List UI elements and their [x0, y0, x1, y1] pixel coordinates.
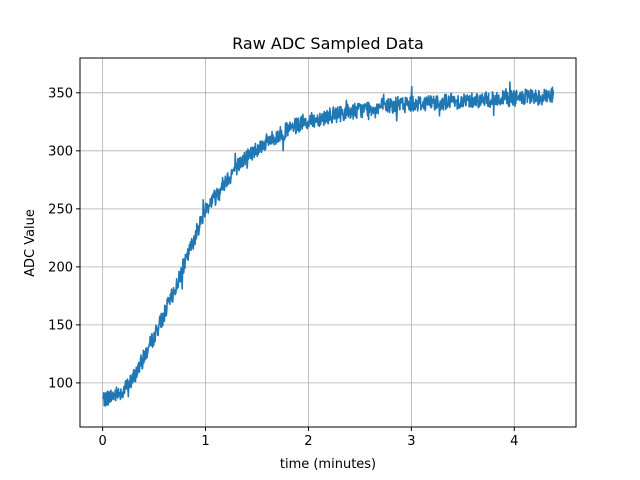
- x-tick-label: 0: [98, 434, 106, 449]
- chart-title: Raw ADC Sampled Data: [232, 34, 424, 53]
- x-tick-label: 4: [510, 434, 518, 449]
- y-tick-label: 100: [48, 376, 73, 391]
- adc-data-line: [101, 81, 555, 407]
- y-tick-label: 150: [48, 318, 73, 333]
- y-axis-ticks: 100 150 200 250 300 350: [48, 86, 80, 391]
- x-tick-label: 2: [304, 434, 312, 449]
- y-axis-label: ADC Value: [23, 209, 38, 277]
- series-group: [101, 81, 555, 407]
- y-tick-label: 250: [48, 202, 73, 217]
- x-axis-label: time (minutes): [280, 457, 376, 472]
- x-tick-label: 1: [201, 434, 209, 449]
- y-tick-label: 350: [48, 86, 73, 101]
- plot-frame: [79, 57, 577, 428]
- y-tick-label: 300: [48, 144, 73, 159]
- x-tick-label: 3: [407, 434, 415, 449]
- y-tick-label: 200: [48, 260, 73, 275]
- x-axis-ticks: 0 1 2 3 4: [98, 427, 518, 449]
